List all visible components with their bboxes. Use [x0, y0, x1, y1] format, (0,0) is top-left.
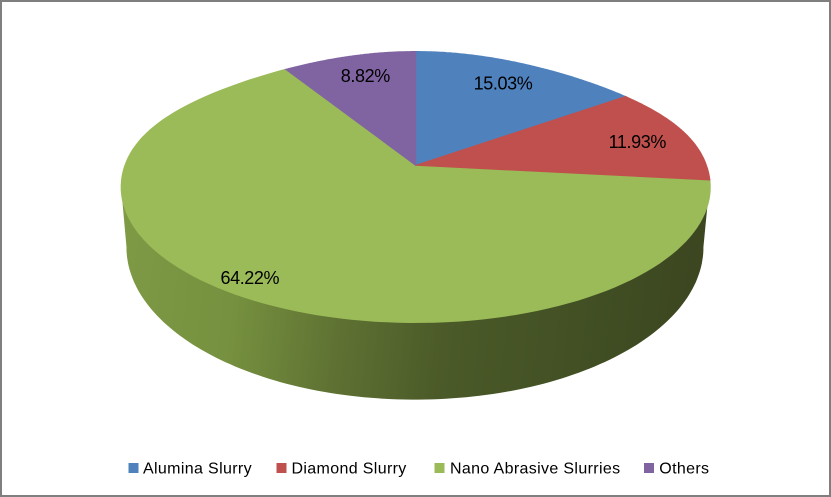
svg-text:8.82%: 8.82% [341, 66, 390, 86]
svg-text:Others: Others [659, 460, 709, 477]
svg-text:15.03%: 15.03% [474, 74, 533, 94]
svg-text:Nano Abrasive Slurries: Nano Abrasive Slurries [450, 460, 620, 477]
svg-text:64.22%: 64.22% [220, 268, 279, 288]
svg-text:Alumina Slurry: Alumina Slurry [143, 460, 252, 477]
svg-text:11.93%: 11.93% [609, 132, 667, 152]
svg-text:Diamond Slurry: Diamond Slurry [292, 460, 407, 477]
